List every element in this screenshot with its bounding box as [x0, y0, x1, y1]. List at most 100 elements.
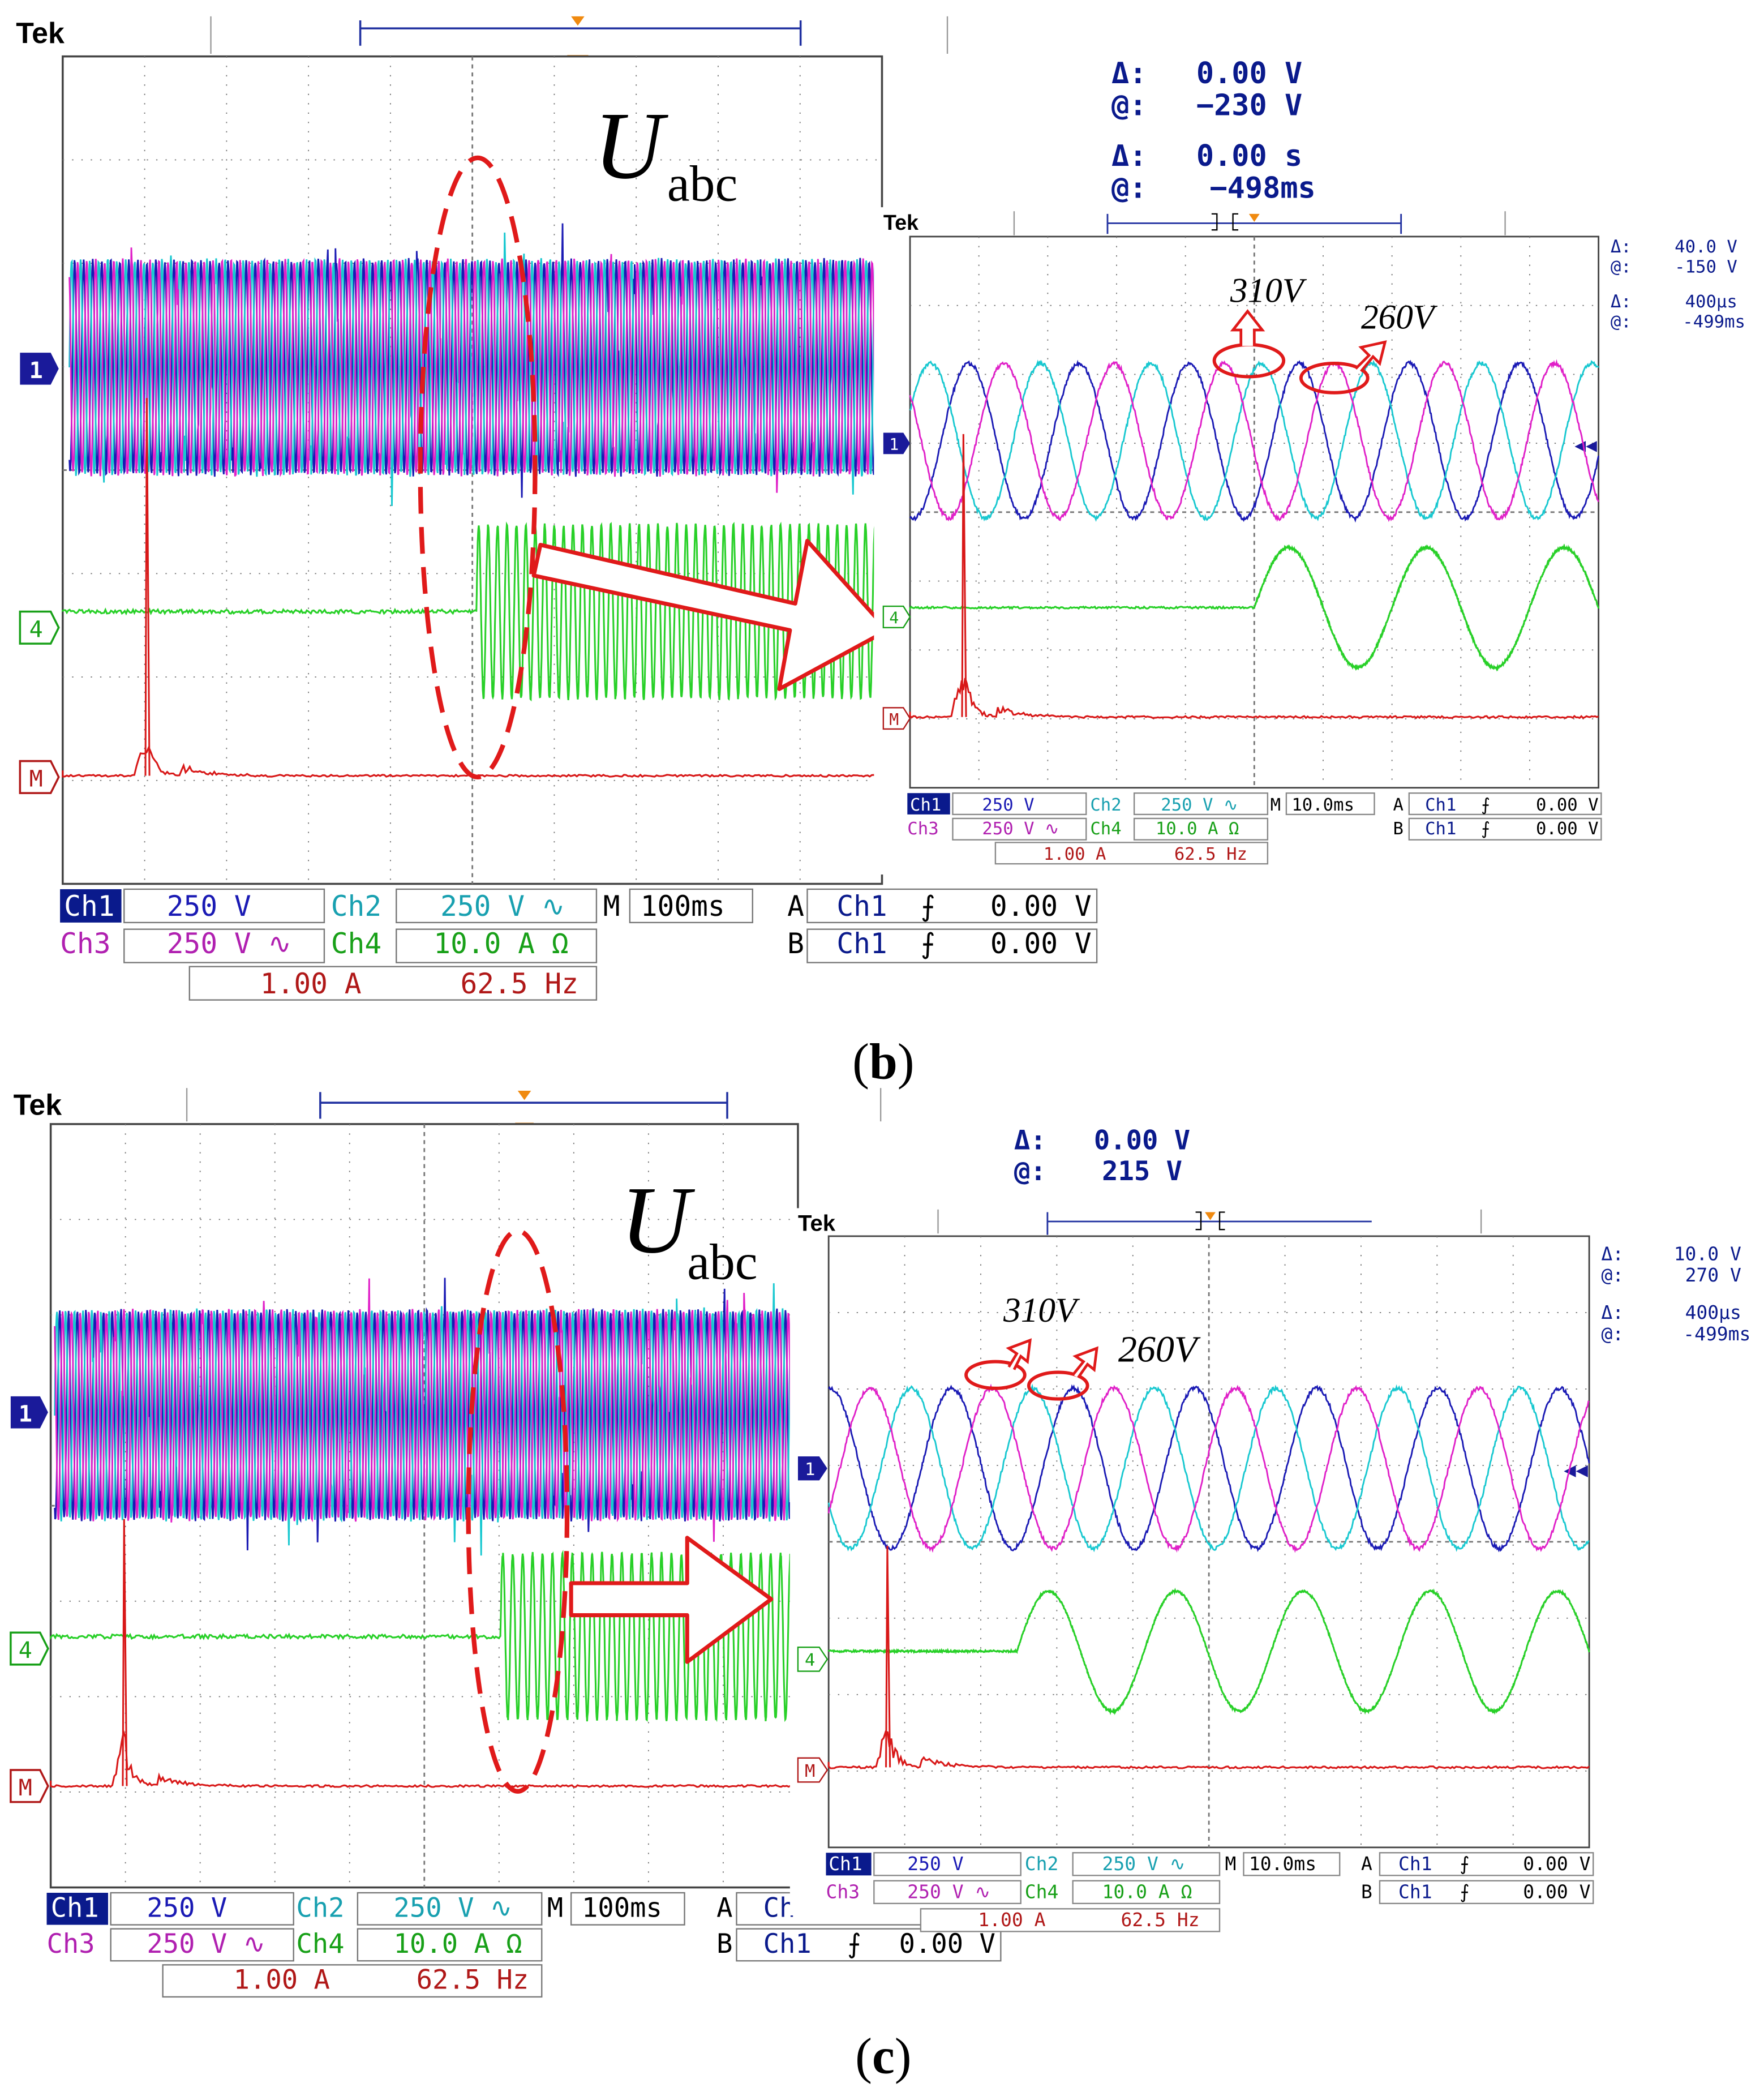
math-marker: M: [882, 707, 911, 730]
caption-c: (c): [855, 2028, 911, 2084]
tek-brand: Tek: [16, 16, 65, 49]
ch1-sine-trace: [909, 359, 1600, 523]
svg-text:1: 1: [889, 435, 899, 454]
svg-text:M: M: [603, 890, 620, 923]
svg-text:62.5 Hz: 62.5 Hz: [460, 967, 578, 1000]
svg-text:Ch2: Ch2: [1025, 1853, 1059, 1875]
svg-text:M: M: [547, 1892, 563, 1923]
svg-text:M: M: [19, 1775, 32, 1801]
channel-readout: Ch1 250 V Ch2 250 V ∿ M 100ms Ch3 250 V …: [46, 1892, 1002, 1998]
svg-text:A: A: [787, 890, 804, 923]
svg-text:Δ:: Δ:: [1111, 139, 1147, 173]
svg-text:Ch4: Ch4: [331, 927, 381, 960]
svg-text:310V: 310V: [1230, 271, 1307, 310]
svg-text:B: B: [1393, 819, 1404, 839]
big-red-outline-arrow: [531, 539, 890, 691]
channel-4-marker: 4: [797, 1646, 829, 1672]
svg-text:62.5 Hz: 62.5 Hz: [417, 1965, 529, 1996]
svg-text:270 V: 270 V: [1685, 1264, 1741, 1286]
svg-text:Ch3: Ch3: [47, 1928, 95, 1960]
inset-channel-readout: Ch1 250 V Ch2 250 V ∿ M 10.0ms Ch3 250 V…: [907, 792, 1602, 865]
svg-text:0.00 V: 0.00 V: [1196, 57, 1302, 91]
channel-readout: Ch1 250 V Ch2 250 V ∿ M 100ms Ch3 250 V …: [60, 888, 1098, 1001]
svg-text:⨍: ⨍: [1460, 1880, 1469, 1902]
svg-text:Δ:: Δ:: [1611, 292, 1632, 312]
svg-text:10.0 A Ω: 10.0 A Ω: [1156, 819, 1239, 839]
svg-text:10.0 V: 10.0 V: [1674, 1242, 1741, 1265]
svg-text:@:: @:: [1111, 88, 1147, 122]
svg-text:1.00 A: 1.00 A: [234, 1965, 330, 1996]
svg-text:Ch4: Ch4: [296, 1928, 344, 1960]
svg-text:250 V ∿: 250 V ∿: [1161, 795, 1238, 815]
svg-text:Ch3: Ch3: [826, 1880, 860, 1902]
svg-text:Ch1: Ch1: [829, 1853, 862, 1875]
big-red-outline-arrow: [569, 1536, 774, 1664]
top-tick-row: [210, 16, 948, 54]
ch4-current-trace: [909, 543, 1600, 672]
svg-text:250 V: 250 V: [147, 1892, 227, 1923]
svg-text:0.00 V: 0.00 V: [1523, 1880, 1590, 1902]
panel-b: Tek 1 4 M: [16, 16, 1748, 1090]
svg-text:Ch4: Ch4: [1025, 1880, 1059, 1902]
svg-text:M: M: [1271, 795, 1281, 815]
svg-text:215 V: 215 V: [1102, 1156, 1182, 1187]
svg-text:100ms: 100ms: [641, 890, 725, 923]
svg-text:260V: 260V: [1118, 1329, 1201, 1370]
svg-text:250 V: 250 V: [982, 795, 1034, 815]
svg-text:250 V: 250 V: [167, 890, 251, 923]
channel-1-marker: 1: [883, 432, 911, 455]
channel-1-marker: 1: [20, 353, 59, 385]
svg-text:Tek: Tek: [883, 211, 919, 234]
svg-text:Tek: Tek: [798, 1211, 836, 1236]
cursor-readout: Δ: 0.00 V @: −230 V Δ: 0.00 s @: −498ms: [1111, 57, 1316, 205]
svg-text:-150 V: -150 V: [1675, 258, 1737, 277]
svg-text:Ch3: Ch3: [60, 927, 110, 960]
svg-text:4: 4: [29, 616, 43, 642]
svg-text:250 V ∿: 250 V ∿: [147, 1928, 265, 1960]
svg-text:Ch1: Ch1: [1425, 819, 1456, 839]
svg-text:250 V ∿: 250 V ∿: [982, 819, 1059, 839]
channel-4-marker: 4: [882, 605, 911, 628]
svg-text:1.00 A: 1.00 A: [978, 1909, 1045, 1931]
uabc-subscript: abc: [687, 1234, 757, 1290]
svg-text:@:: @:: [1601, 1323, 1624, 1345]
svg-text:400µs: 400µs: [1685, 1301, 1741, 1323]
svg-text:M: M: [805, 1761, 815, 1781]
math-fft-trace: [909, 434, 1599, 719]
svg-text:4: 4: [805, 1651, 815, 1670]
svg-text:250 V ∿: 250 V ∿: [440, 890, 565, 923]
svg-text:Ch1: Ch1: [1398, 1880, 1432, 1902]
svg-text:Ch1: Ch1: [836, 927, 887, 960]
ch2-sine-trace: [827, 1383, 1590, 1553]
svg-text:4: 4: [889, 609, 899, 628]
panel-b-inset-scope: Tek 1 4 M: [874, 207, 1748, 875]
ground-marker-icon: ◀◀: [1574, 434, 1597, 456]
ch123-dense-waveforms: [68, 223, 883, 507]
svg-text:@:: @:: [1111, 172, 1147, 205]
svg-text:400µs: 400µs: [1685, 292, 1737, 312]
svg-text:Ch1: Ch1: [51, 1892, 99, 1923]
svg-text:0.00 V: 0.00 V: [1523, 1853, 1590, 1875]
svg-text:260V: 260V: [1361, 298, 1438, 337]
math-marker: M: [19, 760, 60, 794]
channel-4-marker: 4: [19, 610, 60, 645]
svg-text:Ch2: Ch2: [296, 1892, 344, 1923]
ch1-sine-trace: [828, 1384, 1590, 1553]
svg-text:@:: @:: [1601, 1264, 1624, 1286]
ch4-current-trace: [50, 1550, 799, 1722]
svg-text:250 V ∿: 250 V ∿: [394, 1892, 513, 1923]
uabc-subscript: abc: [667, 156, 737, 212]
uabc-label: U: [594, 92, 668, 199]
svg-text:10.0 A Ω: 10.0 A Ω: [1102, 1880, 1192, 1902]
svg-text:Ch1: Ch1: [763, 1928, 812, 1960]
svg-text:10.0 A Ω: 10.0 A Ω: [394, 1928, 522, 1960]
channel-1-marker: 1: [10, 1396, 48, 1429]
channel-4-marker: 4: [10, 1631, 49, 1666]
svg-text:250 V ∿: 250 V ∿: [167, 927, 291, 960]
svg-text:⨍: ⨍: [1481, 795, 1490, 815]
svg-text:Ch1: Ch1: [1398, 1853, 1432, 1875]
ch3-sine-trace: [827, 1383, 1590, 1553]
svg-text:B: B: [1361, 1880, 1372, 1902]
svg-text:Ch1: Ch1: [1425, 795, 1456, 815]
